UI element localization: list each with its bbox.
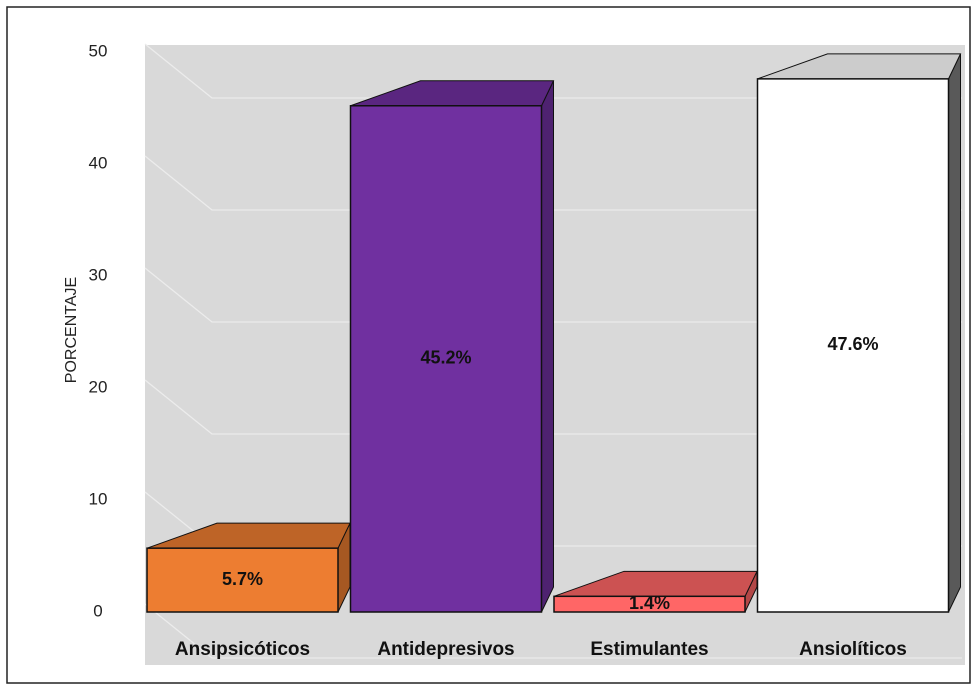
x-tick-label: Ansipsicóticos — [175, 639, 310, 660]
data-label: 5.7% — [222, 569, 263, 589]
bar — [553, 595, 746, 613]
grid-line — [144, 267, 962, 323]
bars — [146, 53, 962, 613]
grid-line — [144, 603, 962, 659]
data-label: 45.2% — [420, 348, 471, 368]
bar — [146, 547, 339, 613]
y-tick-label: 0 — [93, 601, 102, 620]
x-tick-label: Antidepresivos — [377, 639, 514, 660]
x-tick-label: Ansiolíticos — [799, 639, 907, 660]
bar — [756, 78, 950, 613]
grid-line — [144, 43, 962, 99]
x-tick-label: Estimulantes — [590, 639, 708, 660]
y-tick-label: 20 — [89, 377, 108, 396]
data-label: 1.4% — [629, 593, 670, 613]
y-tick-label: 10 — [89, 489, 108, 508]
bar-side — [948, 53, 961, 613]
y-tick-label: 30 — [89, 265, 108, 284]
grid-line — [144, 155, 962, 211]
labels: 0 10 20 30 40 50 Ansipsicóticos 5.7% Antidepresi… — [89, 41, 907, 660]
bar — [349, 105, 543, 613]
grid-line — [144, 379, 962, 435]
data-label: 47.6% — [827, 334, 878, 354]
y-tick-label: 40 — [89, 153, 108, 172]
bar-side — [541, 80, 554, 613]
y-tick-label: 50 — [89, 41, 108, 60]
y-axis-label: PORCENTAJE — [63, 277, 80, 383]
